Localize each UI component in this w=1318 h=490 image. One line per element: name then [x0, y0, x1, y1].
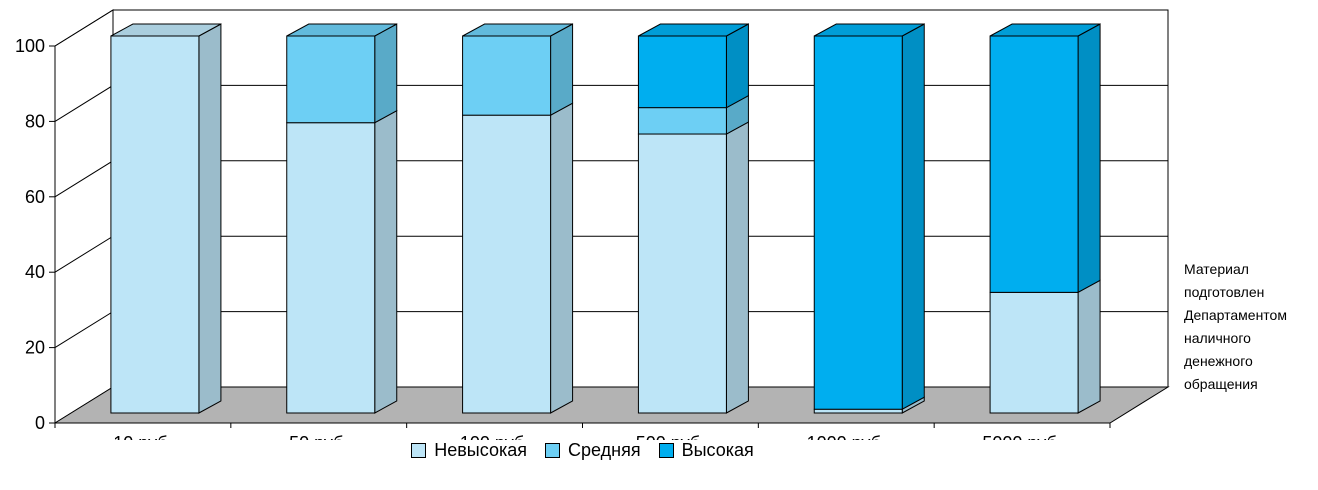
- source-note-line: Материал: [1184, 261, 1249, 277]
- bar-4-2-front: [813, 35, 903, 410]
- x-tick-label: 5000 руб.: [982, 433, 1061, 440]
- y-tick-label: 20: [25, 338, 45, 358]
- y-tick-label: 40: [25, 262, 45, 282]
- bar-5-2-side: [1077, 23, 1101, 294]
- x-tick-label: 10 руб.: [113, 433, 172, 440]
- source-note-line: подготовлен: [1184, 284, 1265, 300]
- bar-3-2-front: [637, 35, 727, 109]
- legend-swatch-medium: [545, 443, 560, 458]
- legend-label-medium: Средняя: [568, 440, 641, 460]
- x-tick-label: 100 руб.: [460, 433, 529, 440]
- source-note-line: Департаментом: [1184, 307, 1287, 323]
- y-tick-label: 60: [25, 187, 45, 207]
- bar-3-1-front: [637, 107, 727, 135]
- y-tick-label: 80: [25, 111, 45, 131]
- legend-item-medium: Средняя: [545, 440, 641, 461]
- side-wall: [54, 9, 114, 424]
- legend-swatch-low: [411, 443, 427, 458]
- bar-1-1-side: [374, 23, 398, 124]
- bar-1-0-side: [374, 109, 398, 414]
- legend-label-high: Высокая: [681, 440, 754, 460]
- legend-swatch-high: [658, 443, 674, 458]
- legend: Невысокая Средняя Высокая: [0, 440, 1165, 461]
- bar-4-2-side: [901, 23, 925, 411]
- bar-2-1-front: [462, 35, 552, 116]
- bar-2-top: [462, 23, 573, 37]
- y-tick-label: 100: [15, 36, 45, 56]
- x-tick-label: 50 руб.: [289, 433, 348, 440]
- bar-4-top: [814, 23, 925, 37]
- y-tick-label: 0: [35, 413, 45, 433]
- bar-0-0-side: [198, 23, 222, 414]
- legend-item-high: Высокая: [658, 440, 754, 461]
- bar-2-1-side: [550, 23, 574, 117]
- x-tick-label: 500 руб.: [636, 433, 705, 440]
- source-note-line: наличного: [1184, 330, 1251, 346]
- bar-2-0-side: [550, 102, 574, 414]
- bar-3-top: [638, 23, 749, 37]
- source-note-line: обращения: [1184, 376, 1258, 392]
- stacked-bar-chart: 0 20 40 60 80 100 10 руб. 50 руб. 100 руб. 500 ру…: [15, 9, 1170, 440]
- gridline: [54, 9, 1168, 47]
- bar-3-0-front: [637, 133, 727, 414]
- bar-2-0-front: [462, 114, 552, 414]
- x-tick-label: 1000 руб.: [807, 433, 886, 440]
- bar-1-top: [286, 23, 397, 37]
- bar-0-0-front: [110, 35, 200, 414]
- legend-item-low: Невысокая: [411, 440, 527, 461]
- bar-5-0-side: [1077, 279, 1101, 414]
- legend-label-low: Невысокая: [434, 440, 527, 460]
- bar-3-0-side: [725, 121, 749, 414]
- bar-1-0-front: [286, 122, 376, 414]
- bar-5-top: [989, 23, 1101, 37]
- bar-3-2-side: [725, 23, 749, 109]
- bar-5-0-front: [989, 291, 1079, 414]
- bar-1-1-front: [286, 35, 376, 124]
- bar-5-2-front: [989, 35, 1079, 293]
- source-note-line: денежного: [1184, 353, 1253, 369]
- source-note: Материал подготовлен Департаментом налич…: [1184, 258, 1314, 396]
- bar-0-top: [110, 23, 222, 37]
- bar-4-0-front: [813, 408, 903, 414]
